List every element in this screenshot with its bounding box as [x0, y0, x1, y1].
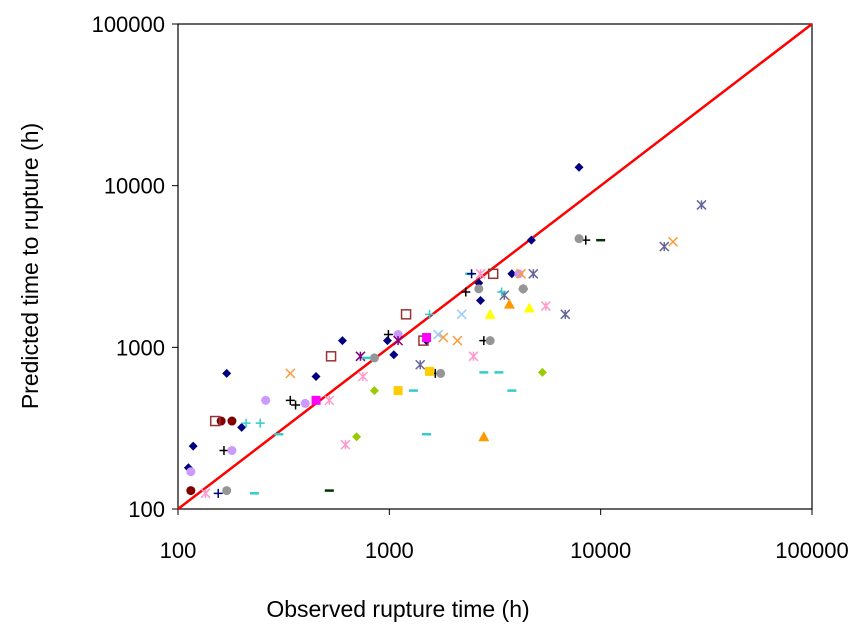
- data-point: [528, 268, 539, 279]
- x-tick-label: 10000: [570, 538, 631, 563]
- reference-line: [177, 23, 813, 510]
- data-point: [461, 287, 471, 297]
- y-tick-label: 100000: [92, 12, 165, 37]
- data-point: [438, 332, 449, 343]
- data-point: [382, 336, 392, 346]
- data-points: [183, 162, 707, 499]
- data-point: [574, 234, 584, 244]
- x-tick-label: 1000: [365, 538, 414, 563]
- data-point: [478, 431, 490, 442]
- y-tick-label: 1000: [116, 335, 165, 360]
- data-point: [503, 298, 515, 309]
- data-point: [518, 284, 528, 294]
- data-point: [324, 395, 335, 406]
- data-point: [668, 236, 679, 247]
- data-point: [337, 336, 347, 346]
- data-point: [311, 395, 321, 405]
- data-point: [237, 422, 247, 432]
- data-point: [514, 269, 524, 279]
- data-point: [216, 416, 226, 426]
- y-axis-label: Predicted time to rupture (h): [17, 123, 43, 409]
- data-point: [415, 359, 426, 370]
- data-point: [227, 446, 237, 456]
- data-point: [186, 467, 196, 477]
- x-axis-label: Observed rupture time (h): [266, 596, 529, 622]
- x-tick-label: 100000: [775, 538, 848, 563]
- y-tick-label: 100: [128, 497, 165, 522]
- data-point: [300, 398, 310, 408]
- data-point: [659, 241, 670, 252]
- data-point: [255, 418, 265, 428]
- data-point: [355, 351, 366, 362]
- data-point: [325, 351, 337, 362]
- data-point: [436, 368, 446, 378]
- data-point: [422, 333, 432, 343]
- data-point: [383, 330, 393, 340]
- data-point: [425, 309, 435, 319]
- data-point: [285, 368, 296, 379]
- data-point: [389, 350, 399, 360]
- data-point: [560, 309, 571, 320]
- x-tick-label: 100: [160, 538, 197, 563]
- data-point: [186, 486, 196, 496]
- data-point: [261, 395, 271, 405]
- data-point: [340, 439, 351, 450]
- tick-labels: 100 1000 10000 100000 100 1000 10000 100000: [92, 12, 849, 563]
- data-point: [452, 335, 463, 346]
- data-point: [540, 301, 551, 312]
- data-point: [467, 269, 477, 279]
- data-point: [537, 367, 547, 377]
- data-point: [352, 432, 362, 442]
- axis-ticks: [172, 23, 813, 515]
- data-point: [222, 486, 232, 496]
- data-point: [425, 366, 435, 376]
- data-point: [188, 441, 198, 451]
- data-point: [497, 287, 507, 297]
- data-point: [393, 386, 403, 396]
- data-point: [516, 268, 527, 279]
- data-point: [485, 336, 495, 346]
- data-point: [227, 416, 237, 426]
- data-point: [487, 268, 499, 280]
- data-point: [213, 488, 223, 498]
- data-point: [474, 284, 484, 294]
- data-point: [696, 199, 707, 210]
- data-point: [291, 400, 301, 410]
- data-point: [200, 488, 211, 499]
- data-point: [393, 335, 404, 346]
- data-point: [393, 330, 403, 340]
- y-tick-label: 10000: [104, 174, 165, 199]
- data-point: [574, 162, 584, 172]
- data-point: [400, 309, 412, 320]
- data-point: [456, 309, 467, 320]
- data-point: [475, 268, 486, 279]
- data-point: [507, 269, 517, 279]
- data-point: [369, 386, 379, 396]
- data-point: [523, 302, 535, 313]
- data-point: [241, 418, 251, 428]
- data-point: [311, 372, 321, 382]
- data-point: [285, 395, 295, 405]
- data-point: [219, 446, 229, 456]
- data-point: [526, 235, 536, 245]
- data-point: [484, 308, 496, 319]
- data-point: [209, 415, 221, 427]
- data-point: [222, 368, 232, 378]
- data-point: [357, 371, 368, 382]
- data-point: [369, 353, 379, 363]
- data-point: [433, 329, 444, 340]
- data-point: [475, 295, 485, 305]
- data-point: [468, 351, 479, 362]
